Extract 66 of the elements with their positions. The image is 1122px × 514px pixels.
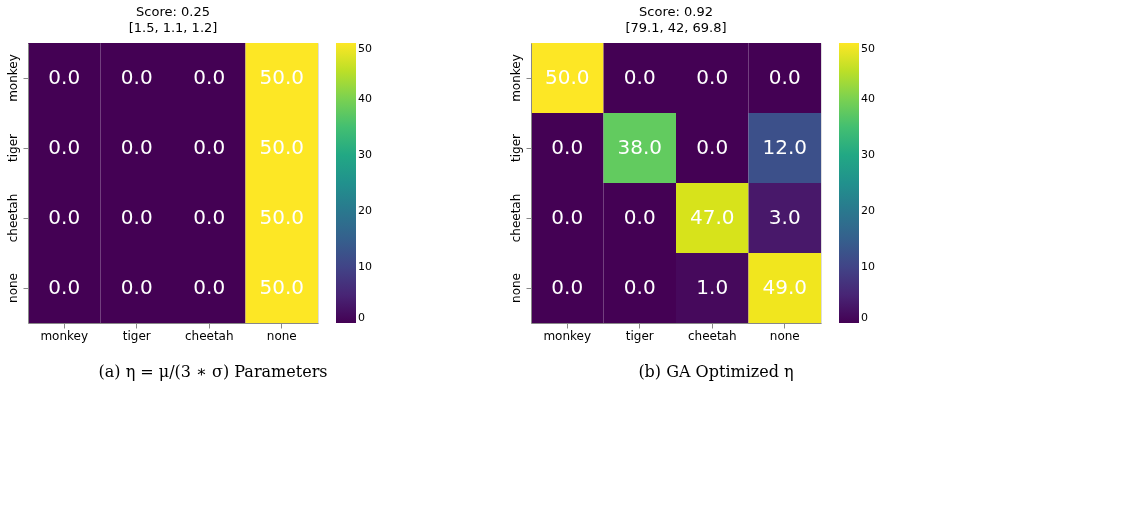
- color-bar-label: 40: [861, 92, 875, 105]
- x-tick-label: tiger: [625, 328, 654, 343]
- data-label: 50.0: [259, 135, 305, 159]
- color-bar-label: 0: [861, 311, 868, 324]
- x-tick-label: cheetah: [687, 328, 737, 343]
- x-tick-label: monkey: [40, 328, 89, 343]
- data-label: 3.0: [768, 205, 801, 229]
- color-bar-label: 30: [861, 148, 875, 161]
- chart-subtitle: [79.1, 42, 69.8]: [625, 20, 727, 35]
- data-label: 0.0: [120, 205, 153, 229]
- color-bar-label: 40: [358, 92, 372, 105]
- color-bar-label: 0: [358, 311, 365, 324]
- x-tick-label: tiger: [122, 328, 151, 343]
- y-tick-label: tiger: [508, 133, 523, 162]
- x-tick-label: none: [769, 328, 800, 343]
- color-bar-label: 20: [861, 204, 875, 217]
- data-label: 49.0: [762, 275, 808, 299]
- y-tick-label: cheetah: [5, 193, 20, 243]
- data-label: 12.0: [762, 135, 808, 159]
- data-label: 0.0: [551, 135, 584, 159]
- color-bar-label: 50: [358, 42, 372, 55]
- data-label: 0.0: [696, 65, 729, 89]
- data-label: 50.0: [259, 275, 305, 299]
- chart-title: Score: 0.92: [639, 4, 713, 19]
- y-tick-label: none: [5, 273, 20, 303]
- data-label: 50.0: [259, 65, 305, 89]
- x-tick-label: cheetah: [184, 328, 234, 343]
- data-label: 0.0: [193, 275, 226, 299]
- data-label: 0.0: [120, 65, 153, 89]
- data-label: 0.0: [551, 205, 584, 229]
- data-label: 0.0: [48, 65, 81, 89]
- data-label: 0.0: [193, 135, 226, 159]
- data-label: 38.0: [617, 135, 663, 159]
- x-tick-label: none: [266, 328, 297, 343]
- data-label: 0.0: [48, 135, 81, 159]
- y-tick-label: monkey: [5, 54, 20, 102]
- data-label: 0.0: [623, 275, 656, 299]
- data-label: 0.0: [623, 205, 656, 229]
- data-label: 0.0: [48, 205, 81, 229]
- color-bar-label: 10: [861, 260, 875, 273]
- data-label: 1.0: [696, 275, 729, 299]
- y-tick-label: cheetah: [508, 193, 523, 243]
- x-tick-label: monkey: [543, 328, 592, 343]
- data-label: 50.0: [544, 65, 590, 89]
- color-bar-label: 20: [358, 204, 372, 217]
- y-tick-label: tiger: [5, 133, 20, 162]
- data-label: 0.0: [623, 65, 656, 89]
- text: (a) η = μ/(3 ∗ σ) Parameters: [98, 362, 328, 381]
- y-tick-label: none: [508, 273, 523, 303]
- data-label: 0.0: [768, 65, 801, 89]
- color-bar-label: 50: [861, 42, 875, 55]
- data-label: 50.0: [259, 205, 305, 229]
- data-label: 0.0: [48, 275, 81, 299]
- data-label: 0.0: [193, 65, 226, 89]
- chart-title: Score: 0.25: [136, 4, 210, 19]
- data-label: 0.0: [120, 135, 153, 159]
- color-bar-label: 30: [358, 148, 372, 161]
- data-label: 0.0: [120, 275, 153, 299]
- data-label: 0.0: [551, 275, 584, 299]
- data-label: 47.0: [689, 205, 735, 229]
- text: (b) GA Optimized η: [638, 362, 794, 381]
- color-bar-label: 10: [358, 260, 372, 273]
- data-label: 0.0: [696, 135, 729, 159]
- y-tick-label: monkey: [508, 54, 523, 102]
- data-label: 0.0: [193, 205, 226, 229]
- chart-subtitle: [1.5, 1.1, 1.2]: [128, 20, 218, 35]
